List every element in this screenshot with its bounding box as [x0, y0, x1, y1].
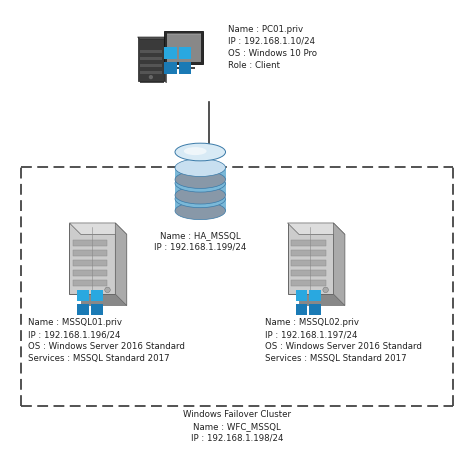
Circle shape — [149, 75, 153, 79]
FancyBboxPatch shape — [140, 50, 162, 53]
FancyBboxPatch shape — [167, 33, 201, 35]
Ellipse shape — [175, 190, 226, 208]
Polygon shape — [179, 47, 191, 59]
FancyBboxPatch shape — [299, 234, 345, 306]
Polygon shape — [77, 290, 89, 302]
Polygon shape — [164, 47, 177, 59]
Ellipse shape — [175, 174, 226, 192]
FancyBboxPatch shape — [167, 34, 201, 62]
Ellipse shape — [175, 159, 226, 176]
Circle shape — [105, 287, 110, 292]
FancyBboxPatch shape — [73, 260, 108, 266]
FancyBboxPatch shape — [291, 250, 326, 255]
Text: Name : MSSQL02.priv
IP : 192.168.1.197/24
OS : Windows Server 2016 Standard
Serv: Name : MSSQL02.priv IP : 192.168.1.197/2… — [264, 318, 421, 363]
Polygon shape — [310, 304, 321, 316]
Polygon shape — [333, 223, 345, 306]
FancyBboxPatch shape — [172, 67, 195, 69]
Polygon shape — [91, 290, 103, 302]
Polygon shape — [164, 37, 166, 83]
Text: Name : MSSQL01.priv
IP : 192.168.1.196/24
OS : Windows Server 2016 Standard
Serv: Name : MSSQL01.priv IP : 192.168.1.196/2… — [28, 318, 185, 363]
Polygon shape — [179, 61, 191, 74]
Polygon shape — [77, 304, 89, 316]
FancyBboxPatch shape — [291, 260, 326, 266]
Text: Name : HA_MSSQL
IP : 192.168.1.199/24: Name : HA_MSSQL IP : 192.168.1.199/24 — [154, 231, 246, 252]
Polygon shape — [91, 304, 103, 316]
Ellipse shape — [175, 186, 226, 204]
Polygon shape — [288, 223, 345, 234]
FancyBboxPatch shape — [140, 57, 162, 60]
Ellipse shape — [184, 147, 207, 155]
Polygon shape — [164, 61, 177, 74]
Polygon shape — [137, 37, 166, 39]
Polygon shape — [115, 223, 127, 306]
FancyBboxPatch shape — [73, 240, 108, 246]
FancyBboxPatch shape — [140, 41, 164, 83]
FancyBboxPatch shape — [73, 270, 108, 276]
Polygon shape — [295, 304, 307, 316]
FancyBboxPatch shape — [175, 183, 226, 195]
Circle shape — [323, 287, 328, 292]
Text: Name : PC01.priv
IP : 192.168.1.10/24
OS : Windows 10 Pro
Role : Client: Name : PC01.priv IP : 192.168.1.10/24 OS… — [228, 25, 317, 69]
Ellipse shape — [175, 171, 226, 188]
FancyBboxPatch shape — [164, 31, 203, 64]
FancyBboxPatch shape — [73, 280, 108, 286]
FancyBboxPatch shape — [73, 250, 108, 255]
FancyBboxPatch shape — [140, 71, 162, 74]
Polygon shape — [69, 223, 127, 234]
FancyBboxPatch shape — [69, 223, 115, 294]
FancyBboxPatch shape — [140, 64, 162, 67]
Ellipse shape — [175, 202, 226, 219]
Text: Windows Failover Cluster
Name : WFC_MSSQL
IP : 192.168.1.198/24: Windows Failover Cluster Name : WFC_MSSQ… — [183, 410, 291, 443]
FancyBboxPatch shape — [81, 234, 127, 306]
Polygon shape — [310, 290, 321, 302]
Polygon shape — [295, 290, 307, 302]
FancyBboxPatch shape — [288, 223, 333, 294]
FancyBboxPatch shape — [181, 63, 186, 69]
FancyBboxPatch shape — [291, 270, 326, 276]
Ellipse shape — [175, 143, 226, 161]
FancyBboxPatch shape — [175, 168, 226, 180]
FancyBboxPatch shape — [137, 37, 164, 80]
FancyBboxPatch shape — [291, 240, 326, 246]
FancyBboxPatch shape — [175, 199, 226, 211]
FancyBboxPatch shape — [291, 280, 326, 286]
